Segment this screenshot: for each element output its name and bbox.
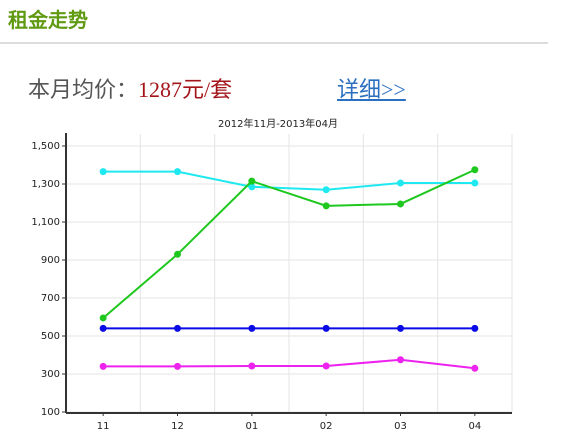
data-point: [322, 324, 330, 332]
data-point: [248, 183, 256, 191]
data-point: [248, 177, 256, 185]
section-title: 租金走势: [8, 8, 88, 32]
data-point: [174, 324, 181, 332]
data-point: [99, 168, 107, 176]
y-tick-label: 300: [41, 369, 60, 380]
price-label: 本月均价：: [28, 77, 139, 102]
y-tick-label: 100: [41, 407, 60, 418]
y-tick-label: 1,100: [31, 217, 60, 228]
y-tick-label: 1,500: [31, 141, 60, 152]
chart-title: 2012年11月-2013年04月: [218, 117, 338, 130]
x-tick-label: 03: [394, 421, 407, 432]
data-point: [471, 364, 479, 372]
detail-link[interactable]: 详细>>: [337, 77, 406, 102]
x-tick-label: 11: [97, 421, 110, 432]
data-point: [99, 314, 107, 322]
y-tick-label: 1,300: [31, 179, 60, 190]
x-tick-label: 02: [320, 421, 333, 432]
data-point: [471, 166, 479, 174]
y-tick-label: 500: [41, 331, 60, 342]
data-point: [397, 356, 404, 364]
y-tick-label: 900: [41, 255, 60, 266]
data-point: [99, 324, 107, 332]
data-point: [322, 186, 330, 194]
data-point: [397, 324, 404, 332]
data-point: [174, 168, 181, 176]
data-point: [471, 324, 479, 332]
x-tick-label: 01: [245, 421, 258, 432]
series-line: [103, 358, 475, 370]
divider: [0, 42, 548, 44]
data-point: [322, 362, 330, 370]
x-tick-label: 12: [171, 421, 184, 432]
data-point: [248, 324, 256, 332]
price-line: 本月均价：1287元/套: [28, 72, 232, 104]
data-point: [174, 250, 181, 258]
data-point: [322, 202, 330, 210]
data-point: [397, 200, 404, 208]
data-point: [397, 179, 404, 187]
series-line: [103, 170, 475, 191]
x-tick-label: 04: [468, 421, 481, 432]
price-value: 1287元/套: [138, 77, 233, 102]
data-point: [248, 362, 256, 370]
data-point: [99, 362, 107, 370]
y-tick-label: 700: [41, 293, 60, 304]
data-point: [174, 362, 181, 370]
series-line: [102, 168, 476, 319]
data-point: [471, 179, 479, 187]
